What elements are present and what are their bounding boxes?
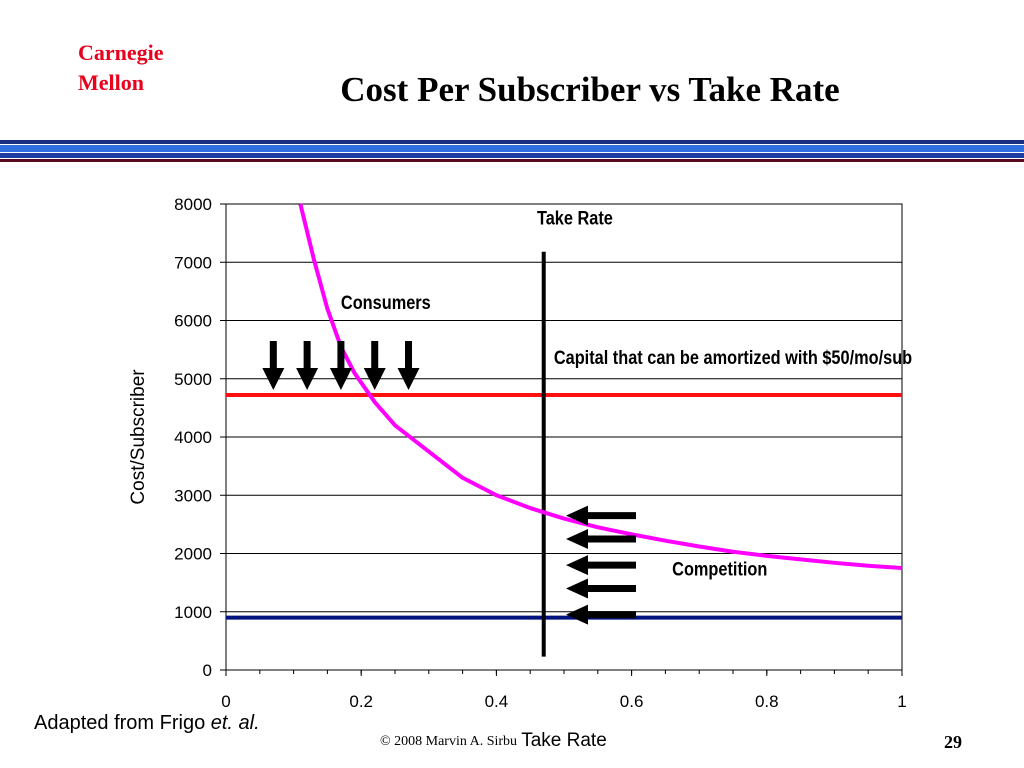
x-tick-label: 0.2 xyxy=(349,692,373,711)
divider-band-3 xyxy=(0,153,1024,158)
y-tick-label: 2000 xyxy=(174,545,212,564)
cost-curve-line xyxy=(298,203,903,571)
y-tick-label: 8000 xyxy=(174,195,212,214)
x-tick-label: 0.6 xyxy=(620,692,644,711)
left-arrow-icon xyxy=(566,505,636,526)
divider-band-4 xyxy=(0,159,1024,162)
x-axis-label: Take Rate xyxy=(521,730,607,751)
down-arrow-icon xyxy=(262,341,285,390)
x-tick-label: 0.4 xyxy=(485,692,509,711)
x-tick-label: 0 xyxy=(221,692,230,711)
x-tick-label: 1 xyxy=(897,692,906,711)
divider-band-2 xyxy=(0,145,1024,152)
down-arrow-icon xyxy=(363,341,386,390)
x-tick-label: 0.8 xyxy=(755,692,779,711)
y-tick-label: 0 xyxy=(203,661,212,680)
footnote-text: Adapted from Frigo xyxy=(34,712,211,734)
down-arrow-icon xyxy=(397,341,420,390)
carnegie-mellon-logo: Carnegie Mellon xyxy=(78,38,164,98)
y-tick-label: 4000 xyxy=(174,428,212,447)
y-tick-label: 3000 xyxy=(174,486,212,505)
logo-line-2: Mellon xyxy=(78,70,144,95)
footnote: Adapted from Frigo et. al. xyxy=(34,712,260,735)
left-arrow-icon xyxy=(566,604,636,625)
y-tick-label: 1000 xyxy=(174,603,212,622)
y-tick-label: 7000 xyxy=(174,253,212,272)
left-arrow-icon xyxy=(566,528,636,549)
consumers-annotation: Consumers xyxy=(341,292,431,313)
copyright: © 2008 Marvin A. Sirbu xyxy=(380,734,518,749)
take-rate-annotation: Take Rate xyxy=(537,207,613,228)
left-arrow-icon xyxy=(566,578,636,599)
footnote-italic: et. al. xyxy=(210,712,260,734)
title-divider-bands xyxy=(0,140,1024,163)
down-arrow-icon xyxy=(329,341,352,390)
competition-annotation: Competition xyxy=(672,558,767,579)
y-tick-label: 5000 xyxy=(174,370,212,389)
y-tick-label: 6000 xyxy=(174,312,212,331)
left-arrow-icon xyxy=(566,555,636,576)
logo-line-1: Carnegie xyxy=(78,40,164,65)
divider-band-1 xyxy=(0,140,1024,144)
slide-title: Cost Per Subscriber vs Take Rate xyxy=(340,70,840,109)
down-arrow-icon xyxy=(296,341,319,390)
capital-annotation: Capital that can be amortized with $50/m… xyxy=(554,347,912,368)
y-axis-label: Cost/Subscriber xyxy=(128,369,149,505)
page-number: 29 xyxy=(944,732,962,752)
